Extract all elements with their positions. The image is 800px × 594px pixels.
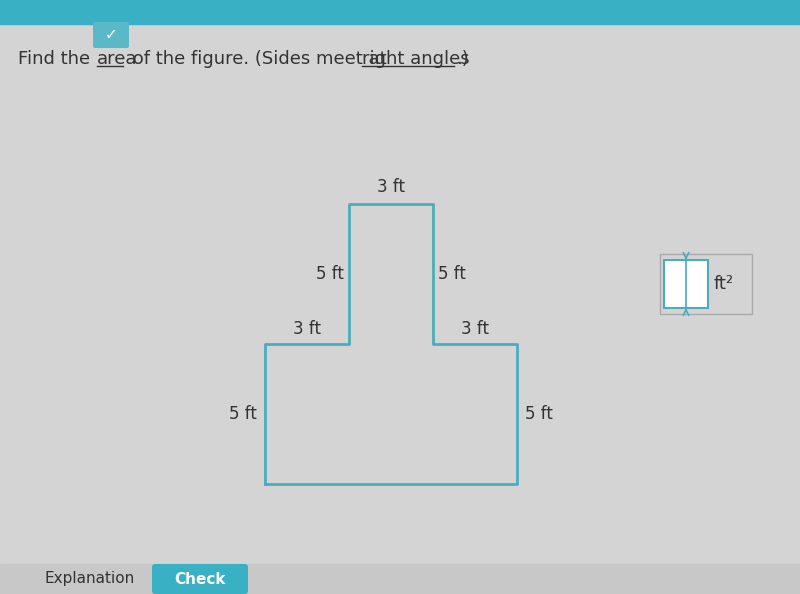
Text: ✓: ✓ <box>105 27 118 43</box>
Text: Explanation: Explanation <box>45 571 135 586</box>
Bar <box>0 0 800 24</box>
FancyBboxPatch shape <box>93 22 129 48</box>
Text: 5 ft: 5 ft <box>438 265 466 283</box>
Bar <box>664 260 708 308</box>
Text: right angles: right angles <box>362 50 470 68</box>
Text: 5 ft: 5 ft <box>229 405 257 423</box>
Text: .): .) <box>456 50 469 68</box>
Text: area: area <box>97 50 138 68</box>
Bar <box>0 564 800 594</box>
Text: Find the: Find the <box>18 50 96 68</box>
Bar <box>660 254 752 314</box>
Text: Check: Check <box>174 571 226 586</box>
Text: ft²: ft² <box>714 275 734 293</box>
FancyBboxPatch shape <box>152 564 248 594</box>
Text: of the figure. (Sides meet at: of the figure. (Sides meet at <box>127 50 392 68</box>
Text: 3 ft: 3 ft <box>293 320 321 338</box>
Text: 3 ft: 3 ft <box>377 178 405 196</box>
Text: 5 ft: 5 ft <box>525 405 553 423</box>
Text: 5 ft: 5 ft <box>316 265 344 283</box>
Text: 3 ft: 3 ft <box>461 320 489 338</box>
